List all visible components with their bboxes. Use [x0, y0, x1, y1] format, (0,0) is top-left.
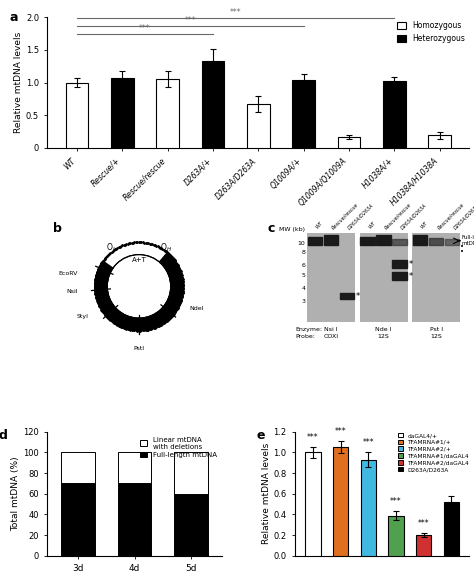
Text: MW (kb): MW (kb)	[280, 228, 305, 233]
Text: 10: 10	[298, 240, 305, 245]
Bar	[392, 261, 407, 268]
Text: •: •	[460, 244, 464, 250]
Text: Probe:: Probe:	[295, 334, 315, 339]
Text: StyI: StyI	[76, 314, 88, 319]
Bar	[156, 79, 179, 148]
Text: WT: WT	[367, 221, 377, 230]
Bar	[307, 233, 355, 323]
Circle shape	[107, 255, 171, 318]
Bar	[445, 239, 459, 245]
Bar	[247, 104, 270, 148]
Bar	[383, 81, 406, 148]
Bar	[376, 236, 391, 245]
Text: ND2: ND2	[118, 274, 133, 280]
Text: *: *	[409, 260, 413, 269]
Bar	[62, 483, 95, 556]
Text: Rescue/rescue: Rescue/rescue	[331, 201, 360, 230]
Text: Pst I: Pst I	[429, 327, 443, 332]
Bar	[360, 233, 408, 323]
Legend: daGAL4/+, TFAMRNA#1/+, TFAMRNA#2/+, TFAMRNA#1/daGAL4, TFAMRNA#2/daGAL4, D263A/D2: daGAL4/+, TFAMRNA#1/+, TFAMRNA#2/+, TFAM…	[397, 432, 470, 472]
Text: ***: ***	[363, 438, 374, 447]
Bar	[361, 460, 376, 556]
Text: •: •	[460, 249, 464, 255]
Bar	[413, 236, 428, 245]
Text: a: a	[9, 11, 18, 24]
Text: Full-length
mtDNA: Full-length mtDNA	[462, 235, 474, 247]
Polygon shape	[95, 252, 183, 331]
Y-axis label: Total mtDNA (%): Total mtDNA (%)	[11, 456, 20, 531]
Text: COXI: COXI	[112, 288, 128, 294]
Text: 3: 3	[301, 299, 305, 304]
Bar	[412, 233, 460, 323]
Text: D263A/D263A: D263A/D263A	[400, 202, 428, 230]
Text: NdeI: NdeI	[190, 306, 204, 311]
Text: 4: 4	[301, 286, 305, 291]
Text: e: e	[256, 429, 265, 442]
Bar	[308, 236, 322, 245]
Text: Enzyme:: Enzyme:	[295, 327, 322, 332]
Text: Rescue/rescue: Rescue/rescue	[383, 201, 412, 230]
Text: Nde I: Nde I	[375, 327, 392, 332]
Text: ***: ***	[184, 16, 196, 25]
Text: ***: ***	[335, 427, 346, 436]
Text: d: d	[0, 429, 8, 442]
Text: WT: WT	[420, 221, 429, 230]
Text: Nsi I: Nsi I	[324, 327, 338, 332]
Legend: Linear mtDNA
with deletions, Full-length mtDNA: Linear mtDNA with deletions, Full-length…	[139, 435, 218, 459]
Text: 8: 8	[301, 250, 305, 255]
Text: COXI: COXI	[323, 334, 338, 339]
Text: *: *	[409, 272, 413, 281]
Text: 12S: 12S	[430, 334, 442, 339]
Text: b: b	[53, 222, 62, 235]
Bar	[292, 80, 315, 148]
Text: ***: ***	[139, 24, 151, 33]
Text: ***: ***	[230, 8, 241, 17]
Bar	[118, 452, 151, 483]
Bar	[324, 236, 338, 245]
Bar	[340, 293, 354, 299]
Y-axis label: Relative mtDNA levels: Relative mtDNA levels	[262, 443, 271, 544]
Bar	[65, 83, 88, 148]
Bar	[118, 483, 151, 556]
Text: ***: ***	[390, 497, 402, 506]
Bar	[111, 78, 134, 148]
Text: c: c	[267, 222, 274, 235]
Text: O$_L$: O$_L$	[106, 241, 117, 254]
Text: ***: ***	[418, 519, 429, 528]
Bar	[62, 452, 95, 483]
Bar	[174, 452, 208, 494]
Text: A+T: A+T	[132, 257, 146, 263]
Bar	[174, 494, 208, 556]
Legend: Homozygous, Heterozygous: Homozygous, Heterozygous	[397, 21, 465, 43]
Text: EcoRV: EcoRV	[59, 270, 78, 276]
Text: Rescue/rescue: Rescue/rescue	[436, 201, 465, 230]
Polygon shape	[103, 242, 167, 268]
Text: ***: ***	[307, 433, 319, 442]
Text: PstI: PstI	[133, 346, 145, 351]
Bar	[305, 452, 320, 556]
Text: 5: 5	[301, 273, 305, 278]
Bar	[392, 272, 407, 280]
Text: D263A/D263A: D263A/D263A	[347, 202, 375, 230]
Text: D263A/D263A: D263A/D263A	[452, 202, 474, 230]
Text: *: *	[356, 292, 360, 301]
Text: 6: 6	[301, 263, 305, 268]
Bar	[428, 135, 451, 148]
Text: NsiI: NsiI	[66, 289, 78, 294]
Bar	[416, 535, 431, 556]
Bar	[392, 239, 407, 245]
Text: WT: WT	[315, 221, 324, 230]
Y-axis label: Relative mtDNA levels: Relative mtDNA levels	[14, 32, 23, 133]
Bar	[360, 236, 375, 245]
Bar	[444, 502, 459, 556]
Bar	[333, 447, 348, 556]
Bar	[337, 137, 360, 148]
Text: 12S: 12S	[378, 334, 390, 339]
Bar	[201, 61, 224, 148]
Bar	[388, 515, 403, 556]
Text: 12S: 12S	[156, 278, 170, 284]
Text: O$_H$: O$_H$	[160, 241, 173, 254]
Bar	[429, 237, 444, 245]
